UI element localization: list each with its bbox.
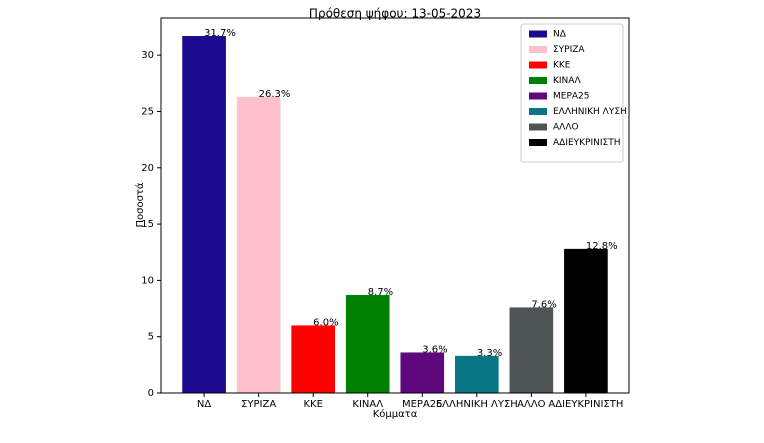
y-axis-label: Ποσοστά	[134, 182, 146, 227]
value-label: 31.7%	[204, 28, 236, 39]
value-label: 8.7%	[368, 287, 393, 298]
y-tick-label: 15	[141, 219, 154, 230]
y-tick-label: 20	[141, 163, 154, 174]
y-tick-label: 10	[141, 275, 154, 286]
value-label: 7.6%	[531, 299, 556, 310]
bar	[455, 355, 499, 393]
x-tick-label: ΚΚΕ	[303, 399, 322, 410]
legend-swatch	[529, 46, 547, 53]
bar	[236, 96, 281, 393]
x-tick-label: ΚΙΝΑΛ	[352, 399, 383, 410]
y-tick-label: 25	[141, 106, 154, 117]
legend-label: ΑΔΙΕΥΚΡΙΝΙΣΤΗ	[553, 138, 620, 148]
legend-swatch	[529, 139, 547, 146]
x-axis-label: Κόμματα	[373, 408, 418, 420]
legend-label: ΜΕΡΑ25	[553, 92, 590, 102]
legend-swatch	[529, 77, 547, 84]
x-tick-label: ΝΔ	[197, 399, 211, 410]
y-tick-label: 5	[148, 332, 154, 343]
legend-swatch	[529, 123, 547, 131]
legend-label: ΕΛΛΗΝΙΚΗ ΛΥΣΗ	[553, 107, 627, 117]
legend-label: ΣΥΡΙΖΑ	[553, 45, 585, 55]
bar	[400, 352, 445, 393]
value-label: 3.6%	[422, 344, 447, 355]
chart-title: Πρόθεση ψήφου: 13-05-2023	[309, 7, 481, 21]
x-tick-label: ΑΛΛΟ	[517, 399, 546, 410]
legend-swatch	[529, 92, 547, 100]
legend-label: ΚΙΝΑΛ	[553, 76, 581, 86]
bar	[345, 295, 390, 393]
value-label: 12.8%	[586, 241, 618, 252]
legend-swatch	[529, 61, 547, 69]
legend-swatch	[529, 30, 547, 38]
legend-label: ΑΛΛΟ	[553, 123, 579, 133]
y-tick-label: 0	[148, 388, 154, 399]
bar	[182, 36, 226, 394]
bar	[509, 307, 554, 393]
axes-frame	[160, 17, 630, 394]
x-tick-label: ΣΥΡΙΖΑ	[241, 399, 276, 410]
x-tick-label: ΑΔΙΕΥΚΡΙΝΙΣΤΗ	[548, 399, 623, 410]
bar	[564, 248, 608, 393]
bar	[291, 325, 335, 393]
y-tick-label: 30	[141, 50, 154, 61]
x-tick-label: ΕΛΛΗΝΙΚΗ ΛΥΣΗ	[436, 399, 518, 410]
legend-label: ΝΔ	[553, 30, 567, 40]
legend-swatch	[529, 108, 547, 115]
value-label: 26.3%	[259, 89, 291, 100]
legend-label: ΚΚΕ	[553, 61, 571, 71]
x-tick-label: ΜΕΡΑ25	[402, 399, 443, 410]
value-label: 6.0%	[313, 317, 338, 328]
value-label: 3.3%	[477, 348, 502, 359]
